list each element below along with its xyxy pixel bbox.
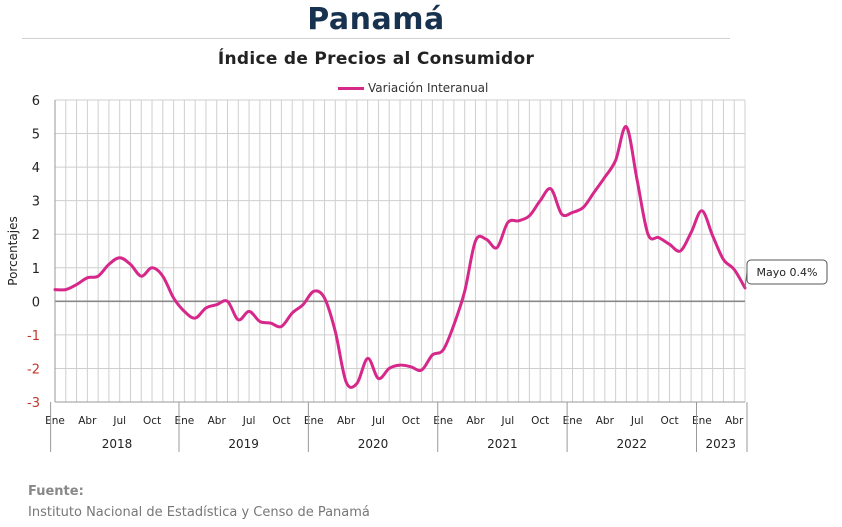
x-month-label: Jul xyxy=(630,415,644,427)
x-year-label: 2018 xyxy=(102,437,133,451)
x-month-label: Oct xyxy=(531,415,549,427)
y-axis-label: Porcentajes xyxy=(6,216,20,285)
chart-subtitle: Índice de Precios al Consumidor xyxy=(217,49,535,69)
x-month-label: Oct xyxy=(660,415,678,427)
x-month-label: Abr xyxy=(208,415,227,427)
chart-title: Panamá xyxy=(307,2,445,37)
x-month-label: Ene xyxy=(175,415,195,427)
x-month-label: Oct xyxy=(402,415,420,427)
y-tick-label: 3 xyxy=(32,195,40,210)
x-month-label: Ene xyxy=(433,415,453,427)
legend-label: Variación Interanual xyxy=(368,81,489,95)
x-month-label: Abr xyxy=(725,415,744,427)
x-month-label: Abr xyxy=(78,415,97,427)
y-tick-label: 1 xyxy=(32,262,40,277)
x-month-label: Abr xyxy=(466,415,485,427)
y-tick-label: 2 xyxy=(32,228,40,243)
x-year-label: 2020 xyxy=(358,437,389,451)
annotation-label: Mayo 0.4% xyxy=(757,266,818,279)
x-month-label: Abr xyxy=(337,415,356,427)
x-month-label: Jul xyxy=(500,415,514,427)
y-tick-label: 4 xyxy=(32,161,40,176)
x-month-label: Oct xyxy=(143,415,161,427)
legend-swatch xyxy=(338,86,364,90)
y-tick-label: 6 xyxy=(32,94,40,109)
x-month-label: Jul xyxy=(242,415,256,427)
y-tick-label: 5 xyxy=(32,128,40,143)
x-year-label: 2021 xyxy=(487,437,518,451)
x-year-label: 2022 xyxy=(617,437,648,451)
y-tick-label: 0 xyxy=(32,295,40,310)
source-label: Fuente: xyxy=(28,484,84,499)
x-year-label: 2019 xyxy=(228,437,259,451)
y-tick-label: -2 xyxy=(27,362,40,377)
y-tick-label: -1 xyxy=(27,329,40,344)
x-year-label: 2023 xyxy=(705,437,736,451)
x-month-label: Jul xyxy=(112,415,126,427)
x-month-label: Ene xyxy=(304,415,324,427)
x-month-label: Ene xyxy=(45,415,65,427)
annotation-box xyxy=(746,259,828,285)
title-divider xyxy=(22,38,730,39)
legend: Variación Interanual xyxy=(338,80,488,96)
x-month-label: Oct xyxy=(272,415,290,427)
y-tick-label: -3 xyxy=(27,396,40,411)
series-line-variacion-interanual xyxy=(53,125,747,389)
x-month-label: Ene xyxy=(692,415,712,427)
x-month-label: Jul xyxy=(371,415,385,427)
source-text: Instituto Nacional de Estadística y Cens… xyxy=(28,505,370,520)
x-month-label: Ene xyxy=(563,415,583,427)
x-month-label: Abr xyxy=(596,415,615,427)
